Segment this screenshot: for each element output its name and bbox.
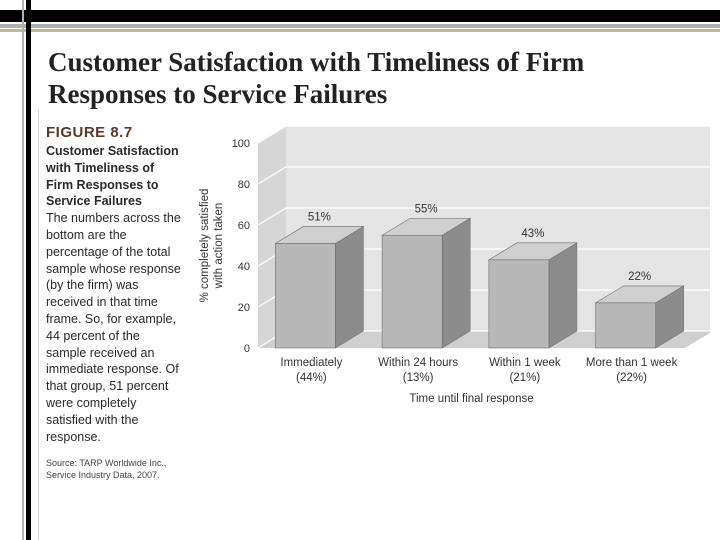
y-axis-title-line-1: % completely satisfied	[199, 189, 211, 303]
bar	[381, 234, 443, 349]
decorative-left-rule	[26, 0, 31, 540]
x-tick-label: Immediately	[280, 357, 342, 369]
x-tick-share-label: (21%)	[510, 372, 541, 384]
figure-label: FIGURE 8.7	[46, 124, 133, 141]
data-label: 43%	[521, 228, 544, 240]
y-tick-label: 20	[238, 302, 250, 314]
gridline	[257, 207, 710, 226]
y-tick-label: 0	[244, 343, 250, 355]
bar-side	[548, 242, 578, 349]
data-label: 55%	[415, 203, 438, 215]
decorative-accent-stripe	[0, 29, 720, 32]
y-axis-title-line-2: with action taken	[213, 203, 225, 290]
data-label: 22%	[628, 271, 651, 283]
x-axis-title: Time until final response	[409, 393, 533, 405]
slide-title-line-1: Customer Satisfaction with Timeliness of…	[48, 47, 585, 77]
x-tick-share-label: (22%)	[616, 372, 647, 384]
bar-side	[441, 217, 471, 349]
bar	[488, 259, 550, 349]
bar	[275, 243, 336, 349]
figure-description: The numbers across the bottom are the pe…	[46, 211, 181, 444]
y-tick-label: 80	[238, 179, 250, 191]
data-label: 51%	[308, 211, 331, 223]
decorative-left-rule-thin	[22, 0, 24, 540]
y-tick-label: 100	[232, 138, 250, 150]
slide-title: Customer Satisfaction with Timeliness of…	[48, 46, 708, 110]
figure-source: Source: TARP Worldwide Inc., Service Ind…	[46, 458, 167, 481]
x-tick-share-label: (13%)	[403, 372, 434, 384]
x-tick-label: More than 1 week	[586, 357, 678, 369]
decorative-left-hairline	[38, 110, 39, 540]
decorative-top-bar	[0, 10, 720, 22]
y-tick-label: 60	[238, 220, 250, 232]
slide-title-line-2: Responses to Service Failures	[48, 79, 388, 109]
figure-caption: FIGURE 8.7 Customer Satisfaction with Ti…	[46, 124, 181, 481]
decorative-top-stripe	[0, 24, 720, 28]
x-tick-label: Within 1 week	[489, 357, 561, 369]
gridline	[257, 166, 710, 185]
figure-title: Customer Satisfaction with Timeliness of…	[46, 144, 179, 209]
y-tick-label: 40	[238, 261, 250, 273]
x-tick-share-label: (44%)	[296, 372, 327, 384]
gridline	[257, 125, 710, 144]
x-tick-label: Within 24 hours	[378, 357, 458, 369]
bar	[595, 302, 656, 349]
bar-side	[335, 225, 364, 349]
satisfaction-bar-chart: 0 20 40 60 80 100 51% Immediately (44%) 55% Within…	[199, 125, 710, 405]
